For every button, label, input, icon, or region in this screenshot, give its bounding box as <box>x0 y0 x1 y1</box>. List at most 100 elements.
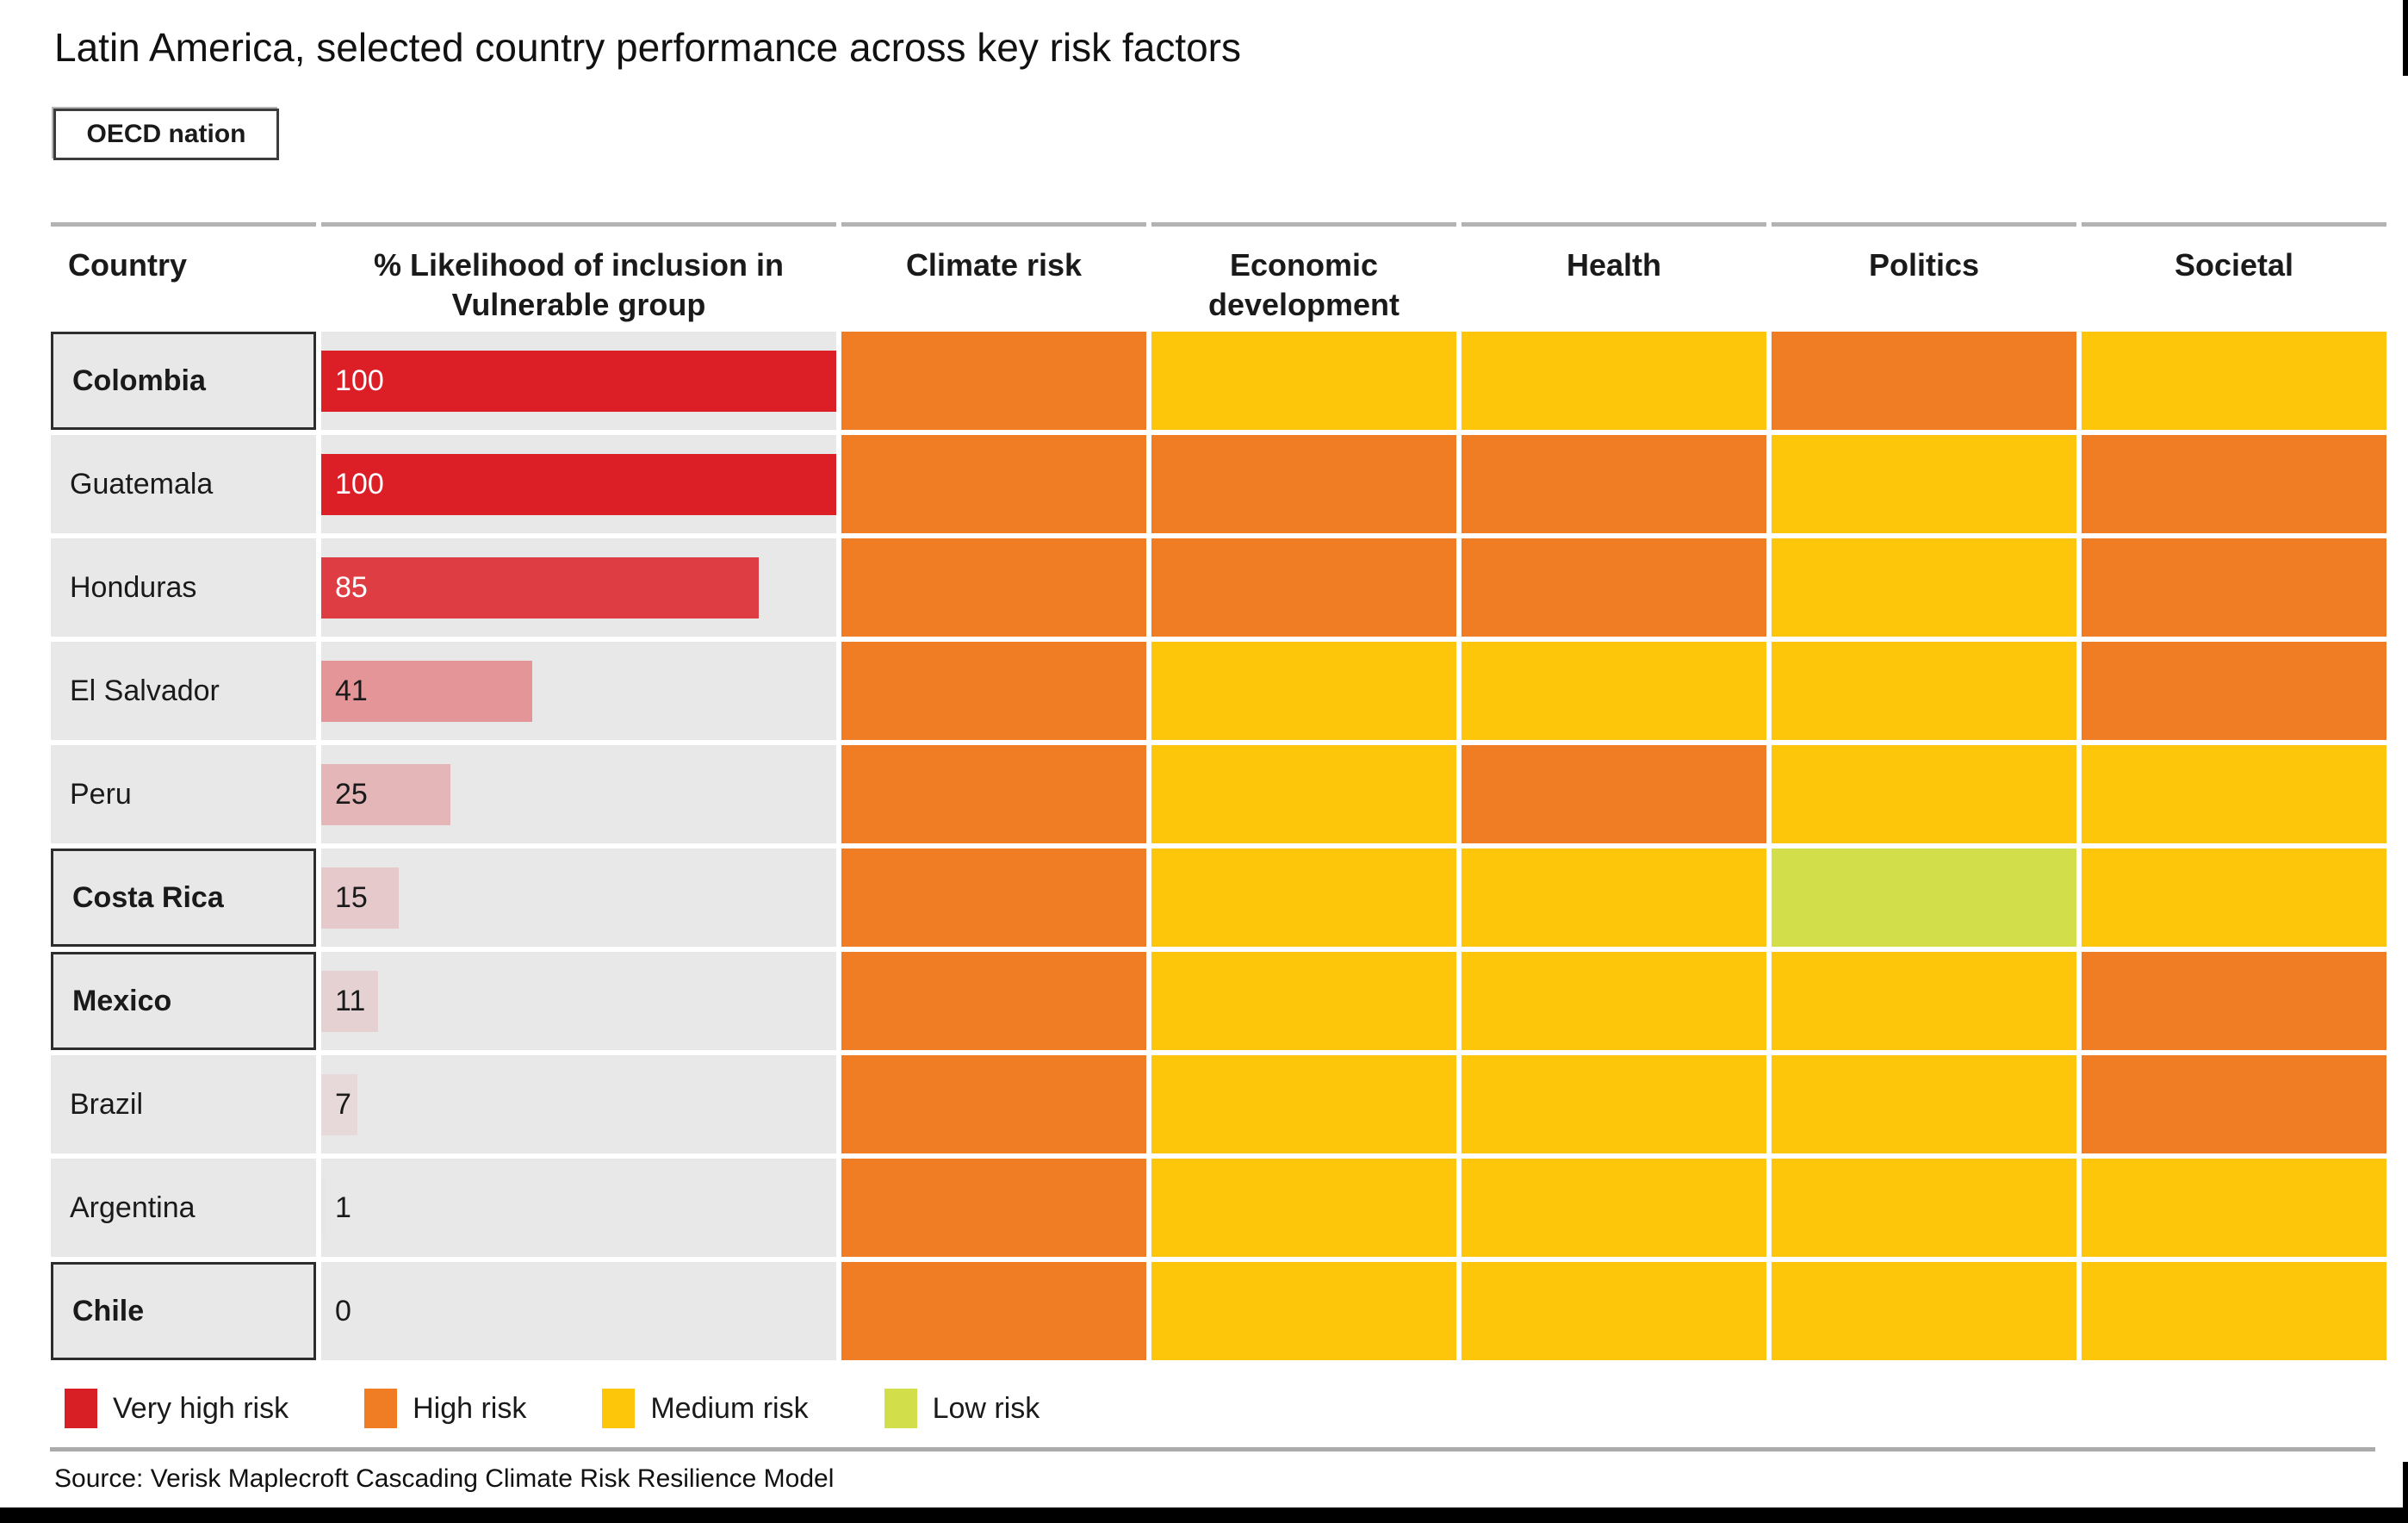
risk-cell-medium-risk <box>1772 952 2076 1050</box>
risk-cell-high-risk <box>2082 1055 2386 1153</box>
source-divider <box>50 1447 2375 1452</box>
column-header: % Likelihood of inclusion in Vulnerable … <box>321 222 836 325</box>
country-cell: Argentina <box>51 1159 316 1257</box>
risk-cell-high-risk <box>841 642 1146 740</box>
column-header: Societal <box>2082 222 2386 325</box>
risk-cell-medium-risk <box>2082 1159 2386 1257</box>
risk-cell-medium-risk <box>1772 538 2076 637</box>
source-text: Source: Verisk Maplecroft Cascading Clim… <box>54 1464 835 1493</box>
likelihood-value: 15 <box>335 880 368 914</box>
risk-cell-medium-risk <box>1772 745 2076 843</box>
likelihood-bar-cell: 11 <box>321 952 836 1050</box>
table-body: Colombia 100 Guatemala 100 Honduras 85 El Salv… <box>51 332 2386 1360</box>
country-cell-oecd: Costa Rica <box>51 849 316 947</box>
risk-cell-high-risk <box>2082 642 2386 740</box>
likelihood-value: 100 <box>335 467 384 500</box>
likelihood-value: 0 <box>335 1294 351 1327</box>
likelihood-bar <box>321 454 836 515</box>
likelihood-bar <box>321 971 378 1032</box>
likelihood-bar <box>321 351 836 412</box>
risk-cell-medium-risk <box>1462 332 1766 430</box>
risk-cell-high-risk <box>2082 952 2386 1050</box>
risk-cell-high-risk <box>841 1055 1146 1153</box>
risk-legend: Very high risk High risk Medium risk Low ri… <box>65 1389 1040 1428</box>
screenshot-right-edge-bottom <box>2403 1462 2408 1523</box>
likelihood-bar <box>321 1074 357 1135</box>
country-cell: Guatemala <box>51 435 316 533</box>
country-cell-oecd: Chile <box>51 1262 316 1360</box>
column-header: Country <box>51 222 316 325</box>
risk-cell-medium-risk <box>1151 642 1456 740</box>
legend-label: Low risk <box>932 1391 1040 1425</box>
risk-cell-high-risk <box>841 952 1146 1050</box>
legend-label: High risk <box>413 1391 527 1425</box>
likelihood-value: 11 <box>335 984 366 1017</box>
risk-cell-medium-risk <box>1151 745 1456 843</box>
risk-cell-medium-risk <box>1772 1159 2076 1257</box>
risk-cell-medium-risk <box>1772 435 2076 533</box>
page-title: Latin America, selected country performa… <box>54 25 1242 70</box>
likelihood-bar-cell: 7 <box>321 1055 836 1153</box>
likelihood-bar-cell: 41 <box>321 642 836 740</box>
legend-swatch-low <box>884 1389 917 1428</box>
screenshot-bottom-edge <box>0 1507 2408 1523</box>
likelihood-bar <box>321 557 760 619</box>
likelihood-value: 1 <box>335 1190 351 1224</box>
country-cell-oecd: Colombia <box>51 332 316 430</box>
risk-cell-medium-risk <box>1772 642 2076 740</box>
likelihood-value: 41 <box>335 674 368 707</box>
likelihood-value: 7 <box>335 1087 351 1121</box>
country-cell: Honduras <box>51 538 316 637</box>
likelihood-value: 100 <box>335 364 384 397</box>
risk-cell-high-risk <box>841 849 1146 947</box>
likelihood-value: 25 <box>335 777 368 811</box>
risk-cell-medium-risk <box>1462 849 1766 947</box>
country-cell: El Salvador <box>51 642 316 740</box>
risk-cell-high-risk <box>841 1159 1146 1257</box>
likelihood-bar-cell: 100 <box>321 435 836 533</box>
risk-cell-medium-risk <box>1151 849 1456 947</box>
legend-label: Medium risk <box>650 1391 809 1425</box>
column-header: Climate risk <box>841 222 1146 325</box>
risk-cell-medium-risk <box>2082 332 2386 430</box>
likelihood-bar <box>321 1178 326 1239</box>
screenshot-right-edge-top <box>2403 0 2408 76</box>
likelihood-bar <box>321 867 399 929</box>
likelihood-bar-cell: 15 <box>321 849 836 947</box>
legend-swatch-medium <box>602 1389 636 1428</box>
risk-cell-medium-risk <box>1772 1262 2076 1360</box>
risk-cell-medium-risk <box>1462 1159 1766 1257</box>
likelihood-bar-cell: 0 <box>321 1262 836 1360</box>
column-header: Politics <box>1772 222 2076 325</box>
legend-swatch-very_high <box>65 1389 97 1428</box>
likelihood-bar-cell: 85 <box>321 538 836 637</box>
table-header-row: Country% Likelihood of inclusion in Vuln… <box>51 222 2386 325</box>
risk-cell-medium-risk <box>1151 952 1456 1050</box>
oecd-nation-label: OECD nation <box>86 120 246 148</box>
legend-item: High risk <box>364 1389 526 1428</box>
risk-cell-medium-risk <box>1151 1262 1456 1360</box>
likelihood-bar-cell: 1 <box>321 1159 836 1257</box>
legend-item: Medium risk <box>602 1389 809 1428</box>
likelihood-bar-cell: 25 <box>321 745 836 843</box>
risk-cell-medium-risk <box>2082 1262 2386 1360</box>
risk-cell-high-risk <box>841 435 1146 533</box>
legend-item: Very high risk <box>65 1389 289 1428</box>
legend-swatch-high <box>364 1389 398 1428</box>
risk-cell-high-risk <box>1151 538 1456 637</box>
risk-cell-medium-risk <box>1151 332 1456 430</box>
risk-cell-low-risk <box>1772 849 2076 947</box>
oecd-nation-key-box: OECD nation <box>53 109 279 160</box>
risk-cell-high-risk <box>841 745 1146 843</box>
risk-cell-medium-risk <box>1462 642 1766 740</box>
risk-cell-high-risk <box>1462 538 1766 637</box>
column-header: Economic development <box>1151 222 1456 325</box>
risk-cell-medium-risk <box>1151 1159 1456 1257</box>
country-cell: Peru <box>51 745 316 843</box>
risk-cell-high-risk <box>1772 332 2076 430</box>
country-cell-oecd: Mexico <box>51 952 316 1050</box>
country-cell: Brazil <box>51 1055 316 1153</box>
likelihood-bar-cell: 100 <box>321 332 836 430</box>
risk-cell-high-risk <box>841 538 1146 637</box>
